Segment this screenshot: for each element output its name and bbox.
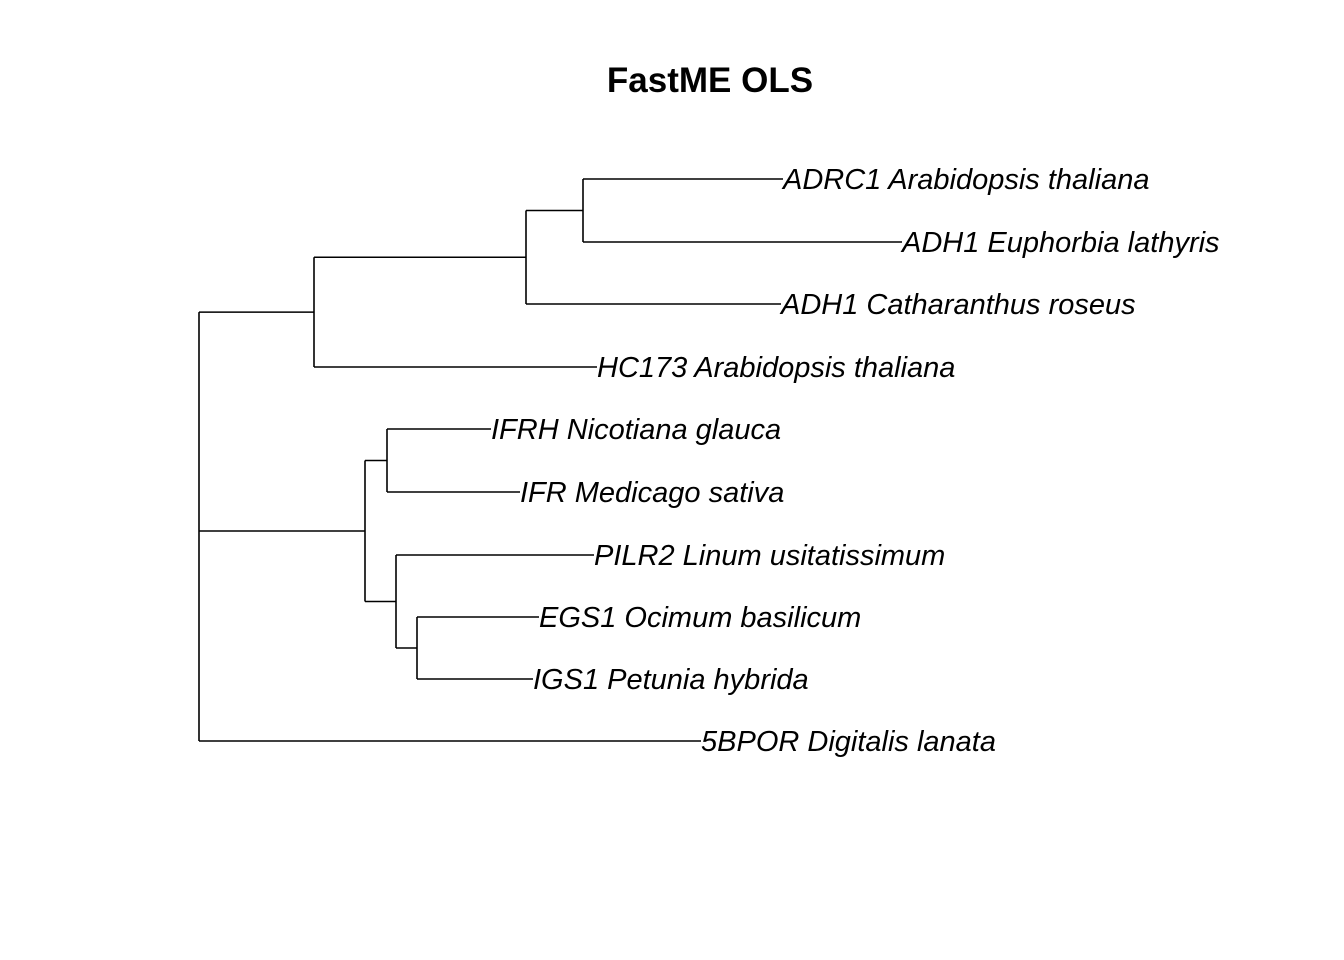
tip-label-adh1-euphorbia-lathyris: ADH1 Euphorbia lathyris: [900, 227, 1220, 259]
tip-label-pilr2-linum-usitatissimum: PILR2 Linum usitatissimum: [594, 540, 945, 572]
tree-branches: [198, 178, 902, 742]
tip-label-adh1-catharanthus-roseus: ADH1 Catharanthus roseus: [779, 289, 1136, 321]
tip-label-egs1-ocimum-basilicum: EGS1 Ocimum basilicum: [539, 602, 861, 634]
tree-title: FastME OLS: [607, 61, 813, 100]
tip-label-ifr-medicago-sativa: IFR Medicago sativa: [520, 477, 784, 509]
tip-labels: ADRC1 Arabidopsis thaliana ADH1 Euphorbia…: [491, 164, 1220, 758]
tip-label-hc173-arabidopsis-thaliana: HC173 Arabidopsis thaliana: [597, 352, 955, 384]
tip-label-igs1-petunia-hybrida: IGS1 Petunia hybrida: [533, 664, 809, 696]
tip-label-5bpor-digitalis-lanata: 5BPOR Digitalis lanata: [701, 726, 996, 758]
tip-label-ifrh-nicotiana-glauca: IFRH Nicotiana glauca: [491, 414, 781, 446]
tip-label-adrc1-arabidopsis-thaliana: ADRC1 Arabidopsis thaliana: [781, 164, 1149, 196]
